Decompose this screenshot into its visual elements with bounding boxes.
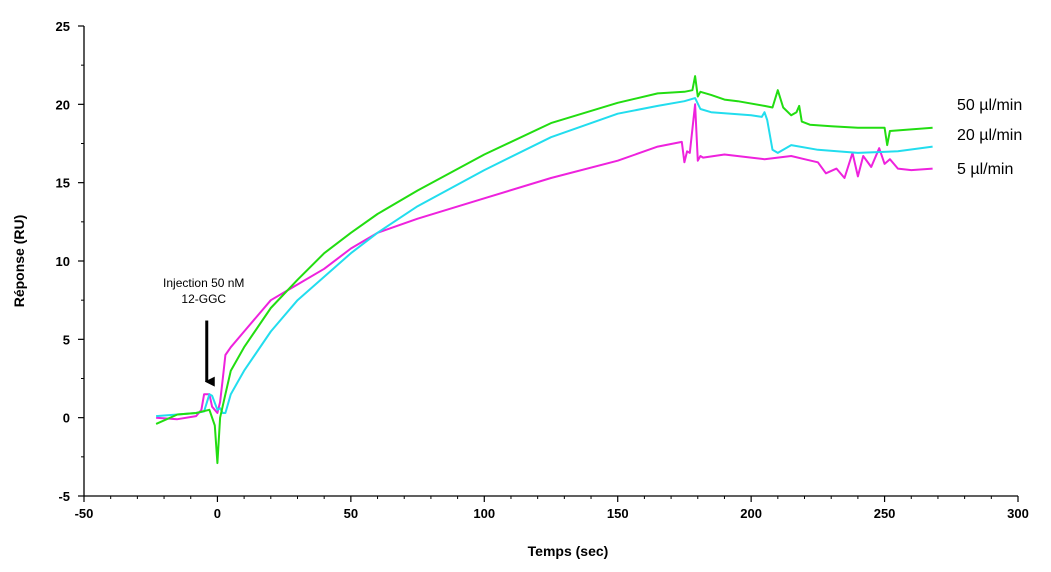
- legend: 50 µl/min 20 µl/min 5 µl/min: [957, 97, 1022, 178]
- x-tick-label: 0: [214, 506, 221, 521]
- y-tick-label: 15: [56, 176, 70, 191]
- x-tick-label: 300: [1007, 506, 1029, 521]
- x-tick-label: 200: [740, 506, 762, 521]
- legend-label: 5 µl/min: [957, 161, 1013, 178]
- series-lines: [155, 75, 933, 465]
- y-tick-label: 25: [56, 19, 70, 34]
- series-line-20-l-min: [156, 97, 933, 418]
- annotation-text: Injection 50 nM: [163, 276, 244, 290]
- annotation-text: 12-GGC: [181, 292, 226, 306]
- y-tick-label: -5: [58, 489, 70, 504]
- y-axis-title: Réponse (RU): [11, 215, 27, 308]
- y-tick-label: 5: [63, 332, 70, 347]
- x-tick-label: 50: [344, 506, 358, 521]
- x-tick-label: 250: [874, 506, 896, 521]
- x-axis-title: Temps (sec): [528, 543, 609, 559]
- injection-annotation: Injection 50 nM 12-GGC: [163, 276, 244, 387]
- series-line-5-l-min: [156, 103, 933, 421]
- y-tick-label: 0: [63, 411, 70, 426]
- y-tick-label: 10: [56, 254, 70, 269]
- y-tick-label: 20: [56, 97, 70, 112]
- series-line-50-l-min: [155, 75, 933, 465]
- legend-label: 20 µl/min: [957, 127, 1022, 144]
- x-tick-label: 150: [607, 506, 629, 521]
- x-tick-label: 100: [473, 506, 495, 521]
- x-tick-label: -50: [75, 506, 94, 521]
- legend-label: 50 µl/min: [957, 97, 1022, 114]
